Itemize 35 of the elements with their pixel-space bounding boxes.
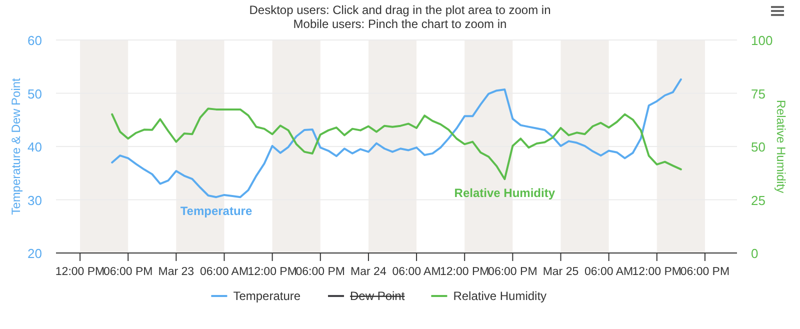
y-tick-label: 40 — [28, 140, 42, 154]
x-tick-label: 12:00 PM — [248, 266, 297, 278]
y2-tick-label: 75 — [751, 86, 766, 102]
x-tick-label: 06:00 PM — [680, 266, 730, 278]
x-tick-label: Mar 24 — [350, 266, 387, 278]
y2-tick-label: 50 — [751, 140, 766, 154]
text: Relative Humidity — [454, 186, 556, 200]
line-series — [111, 108, 682, 180]
x-tick-label: 06:00 PM — [103, 266, 153, 278]
x-tick-label: Mar 23 — [158, 266, 194, 278]
legend-label: Relative Humidity — [453, 289, 547, 303]
chart-title: Desktop users: Click and drag in the plot area to zoom in — [249, 3, 551, 17]
y2-tick-label: 100 — [751, 33, 773, 48]
legend-label: Dew Point — [350, 289, 406, 303]
x-tick-label: 06:00 PM — [488, 266, 538, 278]
y-tick-label: 20 — [28, 246, 42, 261]
x-tick-label: 12:00 PM — [55, 266, 105, 278]
y-tick-label: 30 — [28, 192, 42, 208]
y2-axis-title: Relative Humidity — [774, 100, 788, 194]
y2-tick-label: 25 — [751, 192, 766, 208]
x-tick-label: Mar 25 — [542, 266, 579, 278]
x-tick-label: 12:00 PM — [440, 266, 490, 278]
y-axis-title: Temperature & Dew Point — [9, 77, 23, 215]
text: Temperature — [180, 204, 252, 218]
y-tick-label: 50 — [28, 86, 42, 102]
legend-label: Temperature — [233, 289, 301, 303]
x-tick-label: 06:00 AM — [392, 266, 441, 278]
y-tick-label: 60 — [28, 33, 42, 48]
x-tick-label: 12:00 PM — [632, 266, 682, 278]
x-tick-label: 06:00 AM — [200, 266, 249, 278]
chart-subtitle: Mobile users: Pinch the chart to zoom in — [293, 17, 507, 31]
x-tick-label: 06:00 AM — [584, 266, 634, 278]
y2-tick-label: 0 — [751, 246, 758, 261]
x-tick-label: 06:00 PM — [296, 266, 346, 278]
line-series — [111, 78, 682, 198]
